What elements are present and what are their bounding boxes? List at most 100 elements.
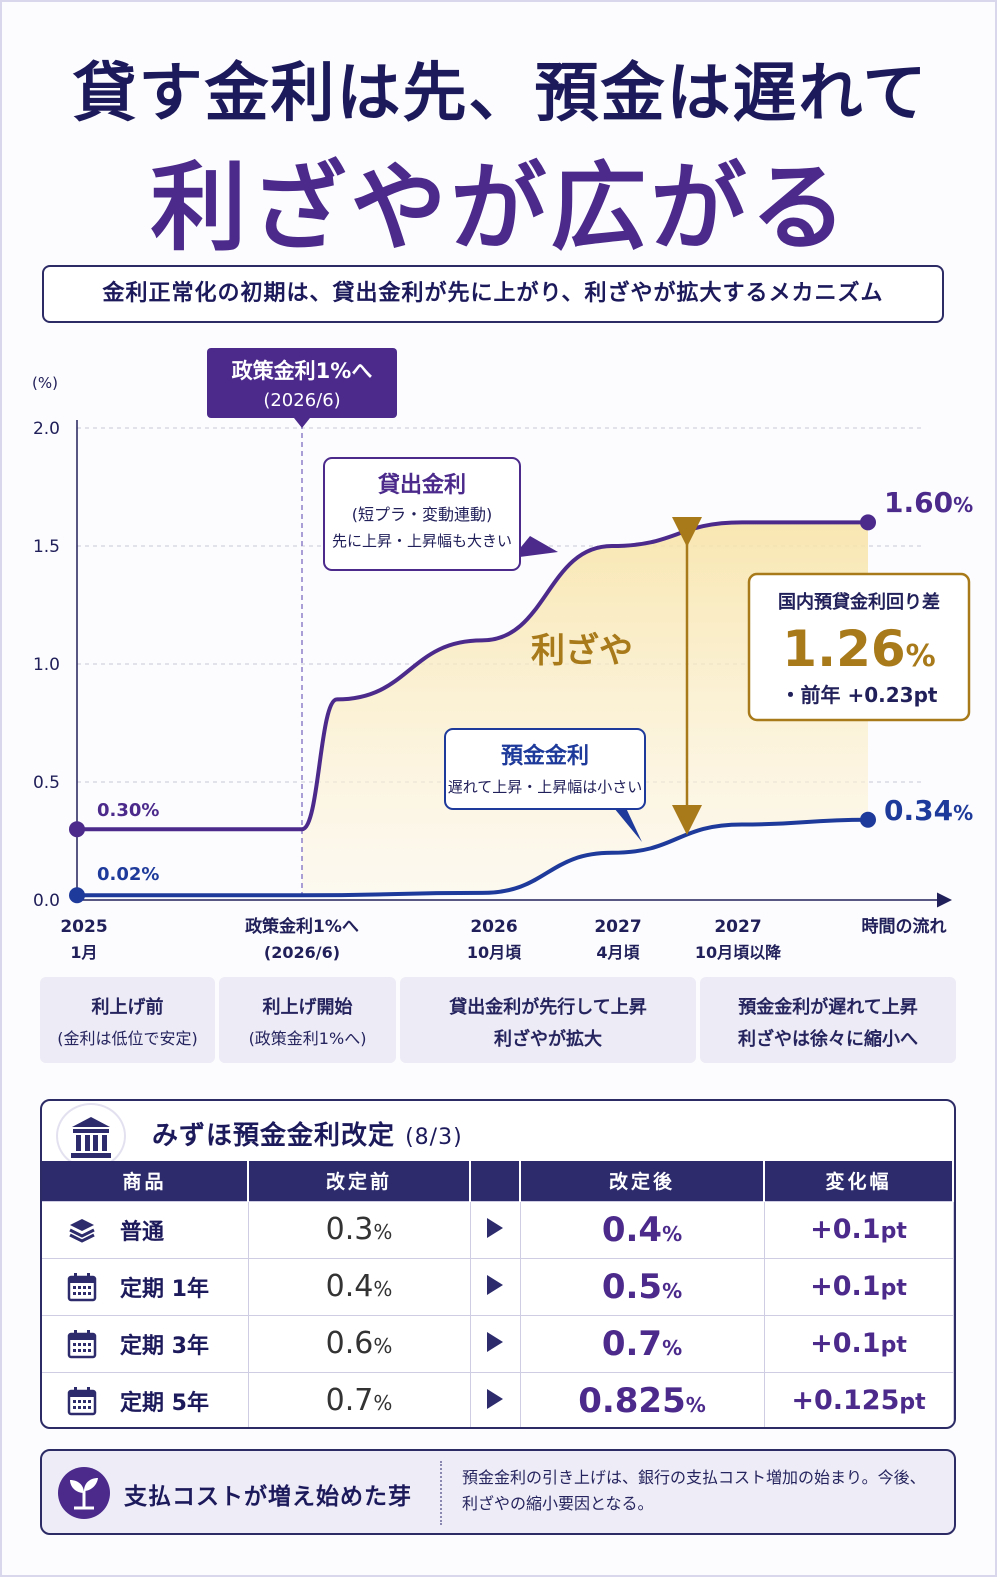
header-change: 変化幅 xyxy=(764,1161,954,1201)
cell-after: 0.7% xyxy=(520,1314,765,1372)
phase-2-desc: (政策金利1%へ) xyxy=(248,1029,367,1048)
cell-change: +0.1pt xyxy=(764,1257,954,1315)
phase-4-title: 預金金利が遅れて上昇 xyxy=(738,997,918,1018)
cell-product: 定期 5年 xyxy=(42,1371,249,1427)
y-tick-label: 0.0 xyxy=(33,891,60,911)
rate-after-value: 0.7 xyxy=(601,1323,663,1364)
bank-icon xyxy=(56,1103,126,1169)
deposit-start-label: 0.02% xyxy=(97,864,159,885)
cell-change: +0.1pt xyxy=(764,1314,954,1372)
product-name: 普通 xyxy=(120,1219,165,1245)
deposit-box-line2: 遅れて上昇・上昇幅は小さい xyxy=(448,778,643,796)
deposit-end-label: 0.34% xyxy=(884,794,973,827)
y-axis-unit: (%) xyxy=(32,374,58,392)
loan-box-title: 貸出金利 xyxy=(377,472,466,498)
footer-text: 預金金利の引き上げは、銀行の支払コスト増加の始まり。今後、利ざやの縮小要因となる… xyxy=(462,1468,926,1513)
x-tick-label: 2025 xyxy=(60,917,107,937)
rate-before-unit: % xyxy=(373,1220,393,1244)
play-arrow-icon xyxy=(485,1274,505,1301)
phase-2-title: 利上げ開始 xyxy=(262,997,353,1018)
policy-marker-line1: 政策金利1%へ xyxy=(232,359,373,383)
play-arrow-icon xyxy=(485,1217,505,1244)
change-unit: pt xyxy=(880,1276,907,1301)
loan-end-point xyxy=(860,514,876,531)
product-name: 定期 3年 xyxy=(120,1333,209,1359)
x-tick-label: 10月頃以降 xyxy=(695,943,782,962)
cell-product: 定期 1年 xyxy=(42,1257,249,1315)
policy-marker-line2: (2026/6) xyxy=(263,390,340,411)
cell-before: 0.6% xyxy=(248,1314,471,1372)
spread-label: 利ざや xyxy=(531,631,633,671)
x-tick-labels: 2025 1月 政策金利1%へ (2026/6) 2026 10月頃 2027 4月頃 2027… xyxy=(60,916,782,962)
x-tick-label: 2026 xyxy=(470,917,517,937)
rate-after-value: 0.4 xyxy=(601,1209,663,1250)
rate-before-value: 0.6 xyxy=(325,1326,374,1361)
x-tick-label: 10月頃 xyxy=(467,943,522,962)
change-unit: pt xyxy=(899,1390,926,1416)
x-tick-label: 1月 xyxy=(70,943,97,962)
play-arrow-icon xyxy=(485,1331,505,1358)
header-product: 商品 xyxy=(42,1161,249,1201)
phase-4-desc: 利ざやは徐々に縮小へ xyxy=(738,1029,918,1050)
cell-arrow xyxy=(470,1371,521,1427)
policy-marker: 政策金利1%へ (2026/6) xyxy=(207,348,397,428)
rate-before-unit: % xyxy=(373,1334,393,1358)
phase-1-desc: (金利は低位で安定) xyxy=(57,1029,198,1048)
deposit-annotation-box: 預金金利 遅れて上昇・上昇幅は小さい xyxy=(444,728,646,842)
y-tick-label: 0.5 xyxy=(33,773,60,793)
deposit-end-point xyxy=(860,811,876,828)
y-tick-labels: 2.0 1.5 1.0 0.5 0.0 xyxy=(33,419,60,911)
table-title-date: (8/3) xyxy=(405,1125,463,1150)
play-arrow-icon xyxy=(485,1388,505,1415)
rate-before-unit: % xyxy=(373,1277,393,1301)
x-tick-label: 2027 xyxy=(714,917,761,937)
x-tick-label: 4月頃 xyxy=(596,943,640,962)
table-title: みずほ預金金利改定 (8/3) xyxy=(152,1115,463,1152)
header-arrow xyxy=(470,1161,521,1201)
cell-arrow xyxy=(470,1314,521,1372)
rate-after-value: 0.825 xyxy=(578,1380,686,1421)
coins-icon xyxy=(66,1215,98,1245)
change-value: +0.1 xyxy=(810,1328,881,1359)
loan-start-label: 0.30% xyxy=(97,800,159,821)
phase-3-title: 貸出金利が先行して上昇 xyxy=(449,997,647,1018)
header-before: 改定前 xyxy=(248,1161,471,1201)
table-title-text: みずほ預金金利改定 xyxy=(152,1121,396,1151)
loan-box-line2: (短プラ・変動連動) xyxy=(352,505,493,524)
cell-product: 普通 xyxy=(42,1200,249,1258)
phase-loan-leads: 貸出金利が先行して上昇 利ざやが拡大 xyxy=(400,977,696,1063)
header-after: 改定後 xyxy=(520,1161,765,1201)
cell-arrow xyxy=(470,1257,521,1315)
spread-area xyxy=(302,522,868,896)
phase-hike-start: 利上げ開始 (政策金利1%へ) xyxy=(219,977,396,1063)
change-value: +0.1 xyxy=(810,1214,881,1245)
sprout-icon xyxy=(58,1467,110,1519)
phase-3-desc: 利ざやが拡大 xyxy=(494,1029,602,1050)
deposit-rate-table-card: みずほ預金金利改定 (8/3) 商品 改定前 改定後 変化幅 普通 0.3% 0.4… xyxy=(40,1099,956,1429)
phase-1-title: 利上げ前 xyxy=(91,997,164,1018)
footer-heading: 支払コストが増え始めた芽 xyxy=(124,1484,412,1510)
y-tick-label: 1.5 xyxy=(33,537,60,557)
rate-chart: 2.0 1.5 1.0 0.5 0.0 (%) 政策金利1%へ (2026/6) 0.3… xyxy=(32,348,973,962)
phase-deposit-lags: 預金金利が遅れて上昇 利ざやは徐々に縮小へ xyxy=(700,977,956,1063)
calendar-icon xyxy=(66,1386,98,1416)
change-unit: pt xyxy=(880,1333,907,1358)
loan-rate-line xyxy=(77,520,868,832)
cell-before: 0.4% xyxy=(248,1257,471,1315)
cell-after: 0.825% xyxy=(520,1371,765,1427)
title-line-1: 貸す金利は先、預金は遅れて xyxy=(72,56,929,131)
y-tick-label: 1.0 xyxy=(33,655,60,675)
rate-after-unit: % xyxy=(685,1392,706,1417)
loan-end-label: 1.60% xyxy=(884,486,973,519)
phase-before-hike: 利上げ前 (金利は低位で安定) xyxy=(40,977,215,1063)
calendar-icon xyxy=(66,1329,98,1359)
cell-arrow xyxy=(470,1200,521,1258)
y-tick-label: 2.0 xyxy=(33,419,60,439)
rate-after-value: 0.5 xyxy=(601,1266,663,1307)
deposit-rate-line xyxy=(77,817,869,898)
footer-note-box: 支払コストが増え始めた芽 預金金利の引き上げは、銀行の支払コスト増加の始まり。今… xyxy=(40,1449,956,1535)
product-name: 定期 5年 xyxy=(120,1390,209,1416)
cell-after: 0.5% xyxy=(520,1257,765,1315)
table-row: 定期 1年 0.4% 0.5% +0.1pt xyxy=(42,1257,954,1315)
